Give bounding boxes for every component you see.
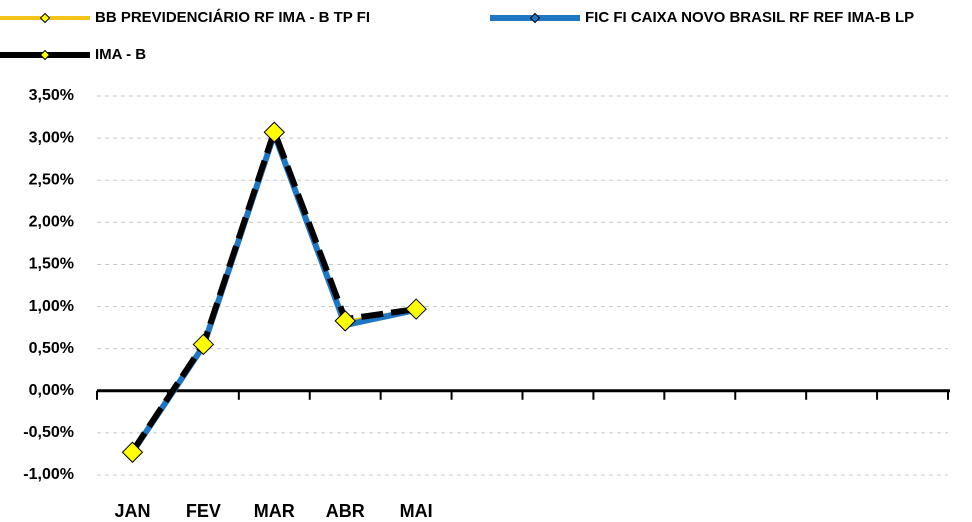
legend-label: BB PREVIDENCIÁRIO RF IMA - B TP FI xyxy=(95,9,370,26)
y-tick-label: 2,50% xyxy=(29,171,74,188)
point-marker xyxy=(405,298,427,320)
point-marker xyxy=(192,333,215,356)
legend-marker xyxy=(39,49,51,61)
y-tick-label: 1,50% xyxy=(29,256,74,273)
point-marker xyxy=(334,310,356,332)
y-tick-label: 0,50% xyxy=(29,340,74,357)
legend-label: IMA - B xyxy=(95,46,146,63)
x-tick-label: FEV xyxy=(186,501,221,521)
y-tick-label: 0,00% xyxy=(29,382,74,399)
y-tick-label: 2,00% xyxy=(29,214,74,231)
y-tick-label: 3,50% xyxy=(29,87,74,104)
legend-label: FIC FI CAIXA NOVO BRASIL RF REF IMA-B LP xyxy=(585,9,914,26)
x-tick-label: JAN xyxy=(114,501,150,521)
legend-marker xyxy=(529,12,541,24)
point-marker xyxy=(263,121,285,143)
x-tick-label: ABR xyxy=(326,501,365,521)
y-tick-label: -0,50% xyxy=(23,424,74,441)
x-tick-label: MAR xyxy=(254,501,295,521)
series-line xyxy=(129,130,417,454)
series-line xyxy=(129,128,417,454)
y-tick-label: 3,00% xyxy=(29,129,74,146)
legend-marker xyxy=(39,12,51,24)
y-tick-label: -1,00% xyxy=(23,466,74,483)
x-tick-label: MAI xyxy=(400,501,433,521)
point-marker xyxy=(121,441,144,463)
y-tick-label: 1,00% xyxy=(29,298,74,315)
